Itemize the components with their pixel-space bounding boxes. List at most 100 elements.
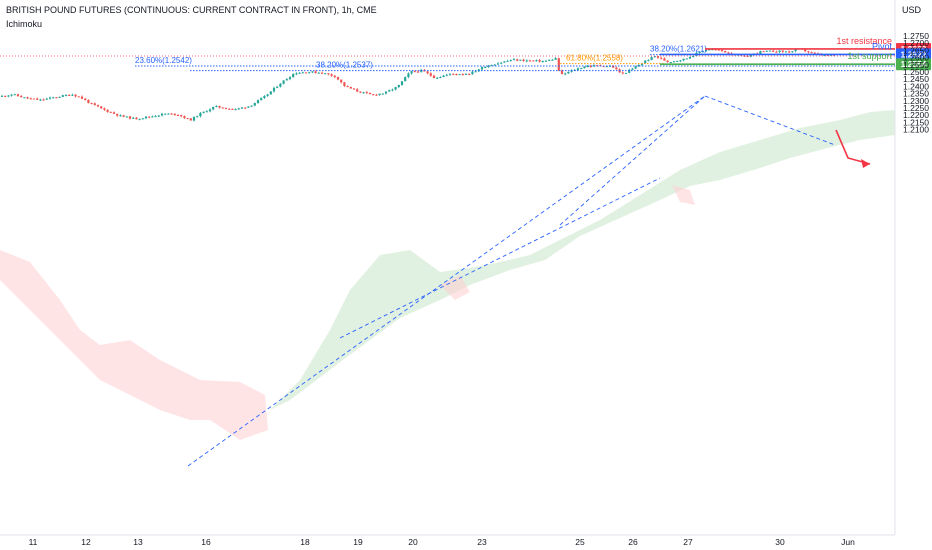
candle-body [298, 72, 301, 74]
candle-body [180, 115, 183, 117]
candle-body [208, 109, 212, 112]
trendline-lower [187, 95, 706, 467]
candle-body [84, 98, 87, 101]
candle-body [52, 97, 55, 99]
candle-body [448, 73, 452, 75]
candle-body [672, 61, 676, 63]
candle-body [676, 60, 679, 62]
candle-body [628, 69, 631, 73]
candle-body [688, 57, 692, 59]
candle-body [381, 93, 384, 95]
candle-body [125, 116, 128, 118]
candle-body [96, 105, 100, 107]
candle-body [493, 64, 496, 66]
candle-body [356, 89, 359, 92]
candle-body [77, 96, 80, 98]
candle-body [23, 97, 26, 99]
candle-body [781, 50, 784, 52]
candle-body [621, 72, 624, 74]
candle-body [116, 113, 119, 116]
x-tick-label: 19 [353, 537, 363, 547]
candle-body [64, 95, 68, 97]
candle-body [503, 61, 506, 63]
candle-body [394, 87, 397, 90]
candle-body [826, 54, 829, 56]
candle-body [308, 72, 311, 74]
indicator-name: Ichimoku [6, 19, 43, 29]
candle-body [362, 92, 365, 94]
candle-body [794, 49, 797, 52]
candle-body [567, 71, 570, 74]
trendline-upper [559, 95, 706, 226]
candle-body [416, 71, 420, 73]
candle-body [295, 73, 298, 75]
candle-body [589, 66, 592, 68]
candle-body [183, 116, 186, 119]
candle-body [144, 116, 148, 119]
candle-body [528, 60, 532, 62]
candle-body [768, 50, 772, 52]
candle-body [682, 58, 685, 61]
fib-level-label: 23.60%(1.2542) [135, 56, 192, 65]
x-tick-label: 18 [300, 537, 310, 547]
candle-body [100, 106, 103, 109]
overlays: 23.60%(1.2542) 38.20%(1.2537) 61.80%(1.255… [0, 36, 931, 467]
candle-body [58, 96, 61, 98]
ichimoku-cloud-1 [270, 110, 895, 410]
candle-body [189, 118, 192, 121]
candle-body [160, 113, 164, 116]
candle-body [212, 107, 215, 110]
candle-body [324, 73, 327, 75]
candle-body [154, 116, 157, 118]
y-tick-label: 1.2100 [903, 125, 929, 135]
candle-body [244, 107, 247, 109]
candle-body [640, 63, 644, 66]
level-name: Pivot [872, 41, 893, 51]
candle-body [509, 60, 512, 62]
candle-body [644, 60, 647, 64]
fib-level-label: 38.20%(1.2537) [316, 61, 373, 70]
candle-body [458, 74, 461, 76]
candle-body [228, 108, 231, 110]
candle-body [151, 116, 154, 118]
candle-body [260, 98, 263, 101]
y-tick-label: 1.2550 [903, 60, 929, 70]
candle-body [336, 77, 340, 80]
candle-body [704, 50, 708, 52]
candle-body [612, 65, 615, 68]
candle-body [365, 92, 368, 94]
candle-body [128, 116, 132, 119]
candle-body [717, 49, 720, 51]
candle-body [288, 77, 292, 80]
candle-body [42, 99, 45, 101]
chart-title: BRITISH POUND FUTURES (CONTINUOUS: CURRE… [6, 5, 377, 15]
candle-body [391, 89, 394, 91]
y-tick-label: 1.2750 [903, 31, 929, 41]
candle-body [157, 115, 160, 117]
candle-body [247, 106, 250, 108]
axes: 1.27501.27001.26501.26001.25501.25001.24… [29, 31, 930, 547]
y-tick-label: 1.2150 [903, 117, 929, 127]
candle-body [90, 102, 93, 104]
candle-body [215, 105, 218, 108]
candle-body [48, 97, 52, 99]
candle-body [580, 68, 583, 70]
candle-body [720, 49, 724, 51]
candle-body [410, 71, 413, 74]
candle-body [26, 97, 29, 99]
fib-level-label: 38.20%(1.2621) [650, 45, 707, 54]
candle-body [560, 70, 564, 75]
candle-body [624, 72, 628, 74]
candle-body [340, 79, 343, 83]
candle-body [436, 77, 439, 79]
candle-body [16, 94, 20, 97]
candle-body [368, 92, 372, 95]
candle-body [650, 57, 653, 61]
candle-body [615, 67, 618, 70]
y-tick-label: 1.2450 [903, 74, 929, 84]
candle-body [506, 60, 509, 62]
candle-body [253, 103, 256, 106]
candle-body [148, 116, 151, 118]
candle-body [807, 51, 810, 53]
